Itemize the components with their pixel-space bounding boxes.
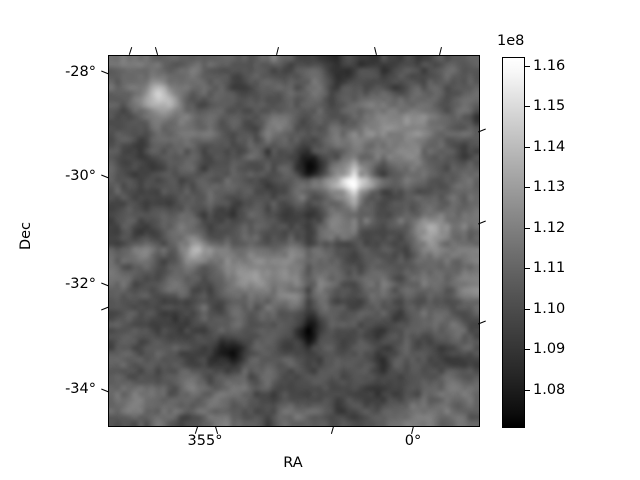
tick-top-1	[128, 47, 133, 55]
colorbar-offset-text: 1e8	[497, 33, 525, 49]
colorbar-tick-label-2: 1.14	[533, 139, 566, 155]
tick-top-3	[276, 46, 280, 56]
colorbar-tick-label-7: 1.09	[533, 341, 566, 357]
y-tick-label-1: -30°	[65, 168, 96, 184]
y-tick-label-2: -32°	[65, 276, 96, 292]
sky-map-axes	[108, 55, 480, 427]
colorbar-tick-label-8: 1.08	[533, 382, 566, 398]
colorbar-tick-label-1: 1.15	[533, 98, 566, 114]
colorbar-tick-2	[525, 147, 530, 149]
tick-top-4	[374, 46, 378, 56]
x-axis-label: RA	[283, 455, 303, 471]
x-tick-label-1: 0°	[404, 433, 422, 449]
sky-map-image	[109, 56, 479, 426]
y-tick-label-3: -34°	[65, 381, 96, 397]
tick-top-2	[154, 46, 159, 56]
colorbar-tick-7	[525, 349, 530, 351]
colorbar	[502, 57, 525, 428]
x-tick-label-0: 355°	[187, 433, 223, 449]
colorbar-tick-label-0: 1.16	[533, 58, 566, 74]
colorbar-tick-label-3: 1.13	[533, 179, 566, 195]
colorbar-tick-4	[525, 228, 530, 230]
y-tick-label-0: -28°	[65, 64, 96, 80]
tick-top-5	[439, 46, 443, 56]
colorbar-tick-5	[525, 268, 530, 270]
colorbar-tick-8	[525, 390, 530, 392]
colorbar-tick-label-4: 1.12	[533, 220, 566, 236]
colorbar-tick-3	[525, 187, 530, 189]
tick-bottom-3	[330, 425, 335, 435]
colorbar-tick-1	[525, 106, 530, 108]
colorbar-tick-label-5: 1.11	[533, 260, 566, 276]
colorbar-tick-0	[525, 66, 530, 68]
y-axis-label: Dec	[18, 221, 34, 251]
colorbar-tick-6	[525, 309, 530, 311]
colorbar-tick-label-6: 1.10	[533, 301, 566, 317]
